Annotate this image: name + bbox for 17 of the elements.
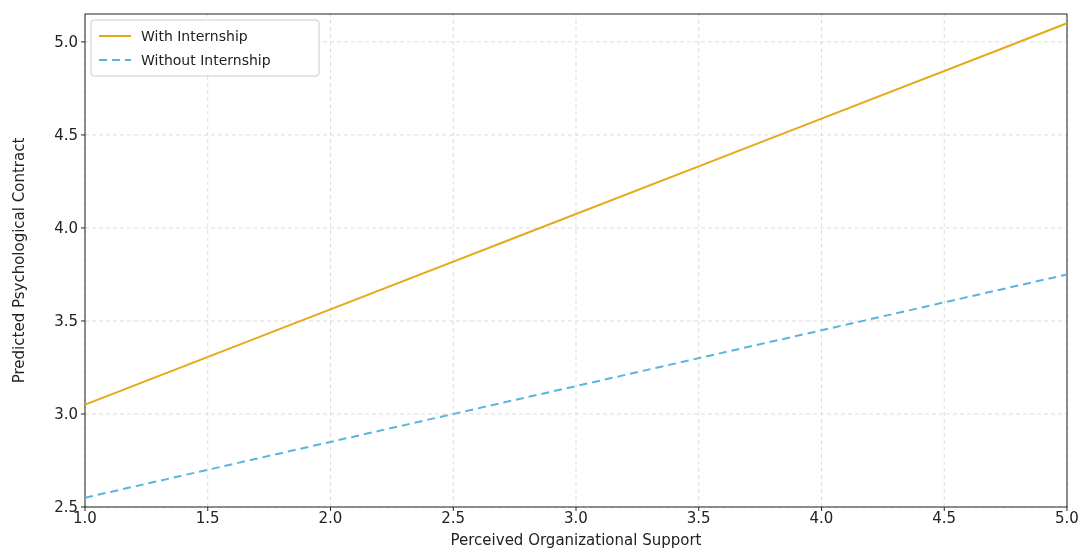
x-tick-label: 3.5 <box>686 509 711 527</box>
x-axis-title: Perceived Organizational Support <box>450 531 702 549</box>
x-tick-label: 3.0 <box>564 509 588 527</box>
y-tick-label: 4.0 <box>54 218 78 237</box>
x-tick-label: 2.5 <box>441 509 466 527</box>
x-tick-label: 2.0 <box>318 509 343 527</box>
x-tick-label: 1.5 <box>195 509 220 527</box>
legend-label: Without Internship <box>141 52 271 68</box>
y-axis-title: Predicted Psychological Contract <box>10 137 28 384</box>
legend-label: With Internship <box>141 28 248 44</box>
y-tick-label: 3.5 <box>54 311 78 330</box>
x-tick-label: 4.0 <box>809 509 834 527</box>
y-tick-label: 3.0 <box>54 404 78 423</box>
y-tick-label: 4.5 <box>54 125 78 144</box>
x-tick-label: 4.5 <box>932 509 957 527</box>
y-tick-label: 5.0 <box>54 32 78 51</box>
x-tick-label: 5.0 <box>1055 509 1079 527</box>
